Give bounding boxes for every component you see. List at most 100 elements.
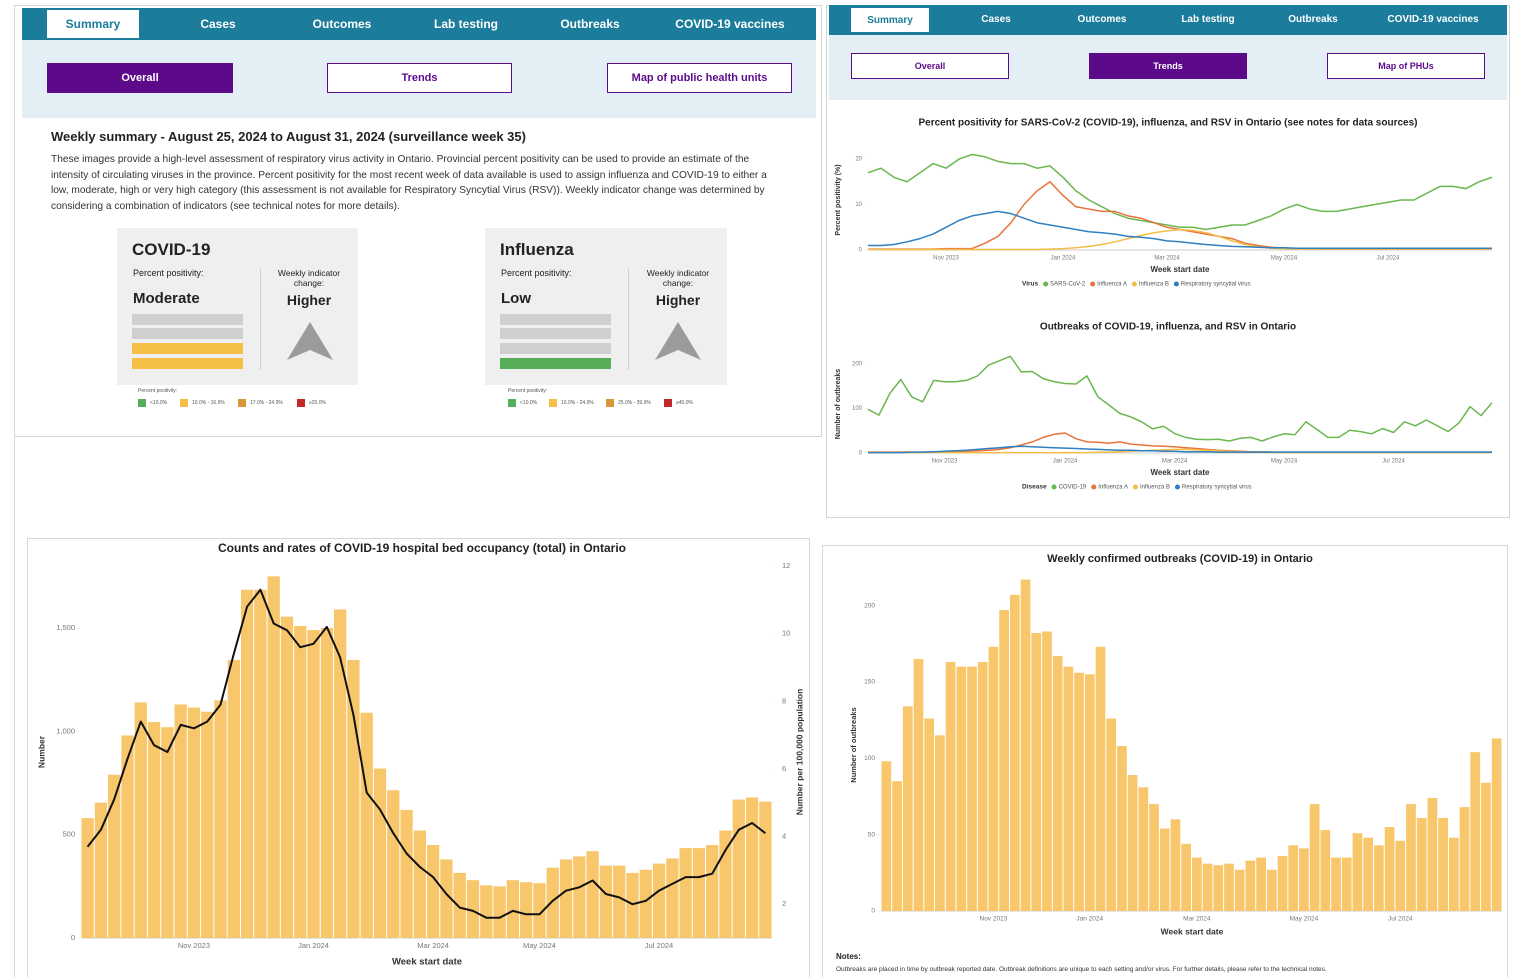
bar xyxy=(1395,840,1406,911)
legend-swatch xyxy=(606,399,614,407)
y-axis-label: Number of outbreaks xyxy=(849,707,858,782)
bar xyxy=(187,707,201,938)
legend-swatch xyxy=(1131,281,1137,287)
series-line xyxy=(868,445,1492,454)
y-tick-label: 0 xyxy=(71,933,75,942)
legend-swatch xyxy=(1043,281,1049,287)
legend-label: Influenza A xyxy=(1097,282,1127,288)
gauge-bar xyxy=(500,358,611,369)
bar xyxy=(214,700,227,938)
y-tick-label: 20 xyxy=(855,157,862,163)
card-level: Moderate xyxy=(133,290,200,307)
bar xyxy=(1352,833,1363,911)
bar xyxy=(1170,819,1181,911)
bar xyxy=(520,882,533,938)
bar xyxy=(1406,804,1416,911)
button[interactable]: Trends xyxy=(327,63,512,93)
bar xyxy=(1192,857,1202,911)
x-tick-label: Mar 2024 xyxy=(1154,256,1180,262)
bar xyxy=(1181,843,1191,911)
bar xyxy=(573,856,586,938)
button[interactable]: Overall xyxy=(47,63,233,93)
bar xyxy=(1331,857,1341,911)
legend-label: SARS-CoV-2 xyxy=(1050,282,1086,288)
x-axis-label: Week start date xyxy=(1161,926,1224,936)
y-axis-label: Percent positivity (%) xyxy=(835,164,842,235)
card-label: Percent positivity: xyxy=(133,268,204,278)
bar xyxy=(480,885,493,938)
tab[interactable]: COVID-19 vaccines xyxy=(1387,14,1479,25)
y-tick-label: 200 xyxy=(864,602,875,609)
bar xyxy=(586,851,599,938)
bar xyxy=(1459,807,1470,911)
bar xyxy=(1149,804,1159,911)
bar xyxy=(956,666,967,911)
tab[interactable]: Outbreaks xyxy=(1288,14,1338,25)
x-axis-label: Week start date xyxy=(1151,265,1211,274)
gauge-bar xyxy=(500,314,611,325)
tab[interactable]: Lab testing xyxy=(1181,14,1235,25)
legend-label: Influenza B xyxy=(1139,282,1169,288)
legend-swatch xyxy=(1173,281,1179,287)
bar xyxy=(1374,845,1384,911)
x-tick-label: Jul 2024 xyxy=(645,941,673,950)
x-tick-label: Nov 2023 xyxy=(932,459,958,465)
bar xyxy=(94,802,108,938)
card-label: Percent positivity: xyxy=(501,268,572,278)
bar xyxy=(559,859,573,938)
y-axis-label: Number of outbreaks xyxy=(835,369,842,440)
bar xyxy=(881,761,892,911)
arrow xyxy=(655,322,701,360)
legend-label: Respiratory syncytial virus xyxy=(1182,485,1252,491)
frame-line xyxy=(14,437,15,977)
button[interactable]: Overall xyxy=(851,53,1009,79)
bar xyxy=(613,865,626,938)
bar xyxy=(935,735,945,911)
bar xyxy=(466,880,480,938)
x-tick-label: May 2024 xyxy=(1271,459,1298,465)
bar xyxy=(1138,787,1149,911)
legend-label: Influenza B xyxy=(1140,485,1170,491)
tab[interactable]: Summary xyxy=(851,8,929,32)
bar xyxy=(626,872,639,938)
tab[interactable]: Cases xyxy=(981,14,1011,25)
paragraph: These images provide a high-level assess… xyxy=(51,154,767,212)
tab[interactable]: Lab testing xyxy=(433,17,499,31)
gauge-bar xyxy=(132,314,243,325)
bar xyxy=(240,589,254,938)
bar xyxy=(652,863,666,938)
tab[interactable]: COVID-19 vaccines xyxy=(675,17,785,31)
legend-swatch xyxy=(138,399,146,407)
bar xyxy=(902,706,913,911)
x-tick-label: May 2024 xyxy=(1271,256,1298,262)
button[interactable]: Map of PHUs xyxy=(1327,53,1485,79)
legend-swatch xyxy=(508,399,516,407)
button[interactable]: Map of public health units xyxy=(607,63,792,93)
x-tick-label: Mar 2024 xyxy=(1183,916,1211,923)
bar xyxy=(201,711,214,938)
y2-tick-label: 6 xyxy=(782,764,786,773)
bar xyxy=(387,790,400,938)
button[interactable]: Trends xyxy=(1089,53,1247,79)
y-tick-label: 150 xyxy=(864,679,875,686)
tab[interactable]: Outbreaks xyxy=(560,17,620,31)
bar xyxy=(453,872,466,938)
bar xyxy=(745,797,759,938)
tab[interactable]: Outcomes xyxy=(312,17,372,31)
x-tick-label: Mar 2024 xyxy=(1162,459,1188,465)
bar xyxy=(307,630,320,938)
series-line xyxy=(868,210,1492,249)
bar xyxy=(1127,775,1138,911)
bar xyxy=(1384,827,1395,911)
legend-title: Percent positivity: xyxy=(138,388,178,394)
bar xyxy=(493,886,506,938)
bar xyxy=(108,774,121,938)
tab[interactable]: Summary xyxy=(47,10,139,38)
bar xyxy=(1299,848,1309,911)
bar xyxy=(1266,869,1277,911)
tab[interactable]: Cases xyxy=(200,17,236,31)
chart-panel xyxy=(822,545,1508,977)
divider xyxy=(260,268,261,370)
bar xyxy=(999,610,1009,911)
tab[interactable]: Outcomes xyxy=(1077,14,1127,25)
